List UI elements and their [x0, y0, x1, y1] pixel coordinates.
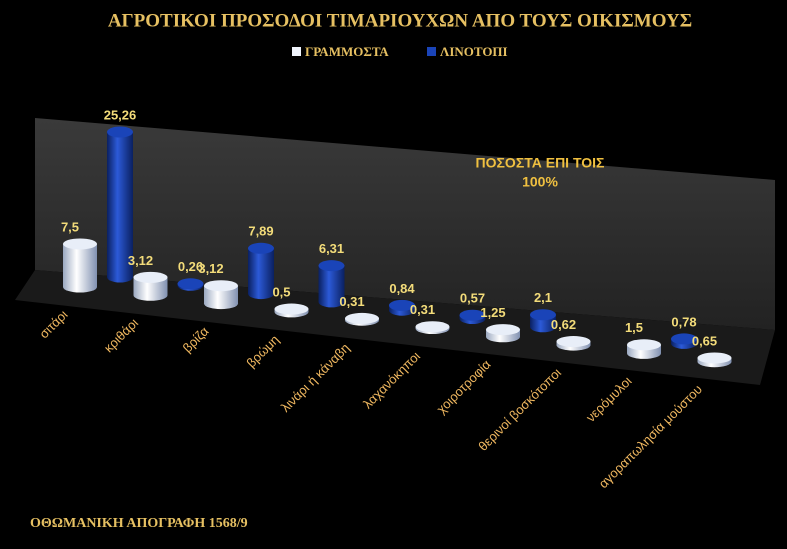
- cylinder: [274, 303, 309, 318]
- value-label: 0,78: [671, 314, 696, 329]
- cylinder-top: [177, 278, 204, 290]
- legend-swatch: [292, 47, 301, 56]
- value-label: 1,5: [625, 320, 643, 335]
- cylinder: [177, 278, 204, 291]
- cylinder: [530, 309, 556, 333]
- value-label: 0,84: [389, 281, 415, 296]
- chart-title: ΑΓΡΟΤΙΚΟΙ ΠΡΟΣΟΔΟΙ ΤΙΜΑΡΙΟΥΧΩΝ ΑΠΟ ΤΟΥΣ …: [108, 10, 692, 31]
- cylinder-top: [486, 324, 520, 336]
- cylinder: [204, 280, 238, 310]
- cylinder-top: [627, 339, 661, 351]
- cylinder-body: [318, 265, 345, 302]
- annotation: ΠΟΣΟΣΤΑ ΕΠΙ ΤΟΙΣ: [476, 155, 605, 171]
- cylinder-top: [248, 242, 274, 254]
- legend-label: ΓΡΑΜΜΟΣΤΑ: [305, 44, 389, 59]
- value-label: 25,26: [104, 107, 137, 122]
- cylinder-top: [530, 309, 556, 321]
- cylinder: [486, 324, 520, 343]
- value-label: 0,26: [178, 259, 203, 274]
- cylinder-top: [697, 352, 732, 364]
- value-label: 0,65: [692, 333, 717, 348]
- cylinder: [318, 260, 345, 308]
- value-label: 0,57: [460, 291, 485, 306]
- cylinder-body: [107, 132, 133, 277]
- cylinder: [627, 339, 661, 359]
- cylinder-top: [345, 312, 379, 324]
- cylinder-top: [204, 280, 238, 292]
- cylinder: [345, 312, 379, 326]
- cylinder: [389, 299, 415, 316]
- cylinder: [415, 321, 450, 334]
- cylinder-top: [133, 271, 168, 283]
- value-label: 0,62: [551, 317, 576, 332]
- cylinder: [671, 333, 697, 349]
- cylinder-top: [107, 126, 133, 138]
- cylinder: [697, 352, 732, 368]
- cylinder: [63, 238, 97, 293]
- value-label: 6,31: [319, 241, 344, 256]
- value-label: 3,12: [198, 261, 223, 276]
- cylinder-top: [274, 303, 309, 315]
- cylinder-top: [556, 336, 591, 348]
- value-label: 0,31: [339, 294, 364, 309]
- cylinder-top: [63, 238, 97, 250]
- back-wall: [35, 118, 775, 330]
- cylinder: [248, 242, 274, 300]
- cylinder-top: [389, 299, 415, 311]
- value-label: 7,89: [248, 224, 273, 239]
- cylinder: [107, 126, 133, 283]
- cylinder-top: [415, 321, 450, 333]
- value-label: 3,12: [128, 253, 153, 268]
- cylinder: [133, 271, 168, 301]
- legend-swatch: [427, 47, 436, 56]
- value-label: 0,5: [272, 284, 290, 299]
- cylinder: [459, 309, 486, 324]
- cylinder: [556, 336, 591, 351]
- cylinder-top: [671, 333, 697, 345]
- value-label: 7,5: [61, 219, 79, 234]
- value-label: 2,1: [534, 290, 552, 305]
- footer: ΟΘΩΜΑΝΙΚΗ ΑΠΟΓΡΑΦΗ 1568/9: [30, 516, 248, 531]
- cylinder-body: [63, 243, 97, 287]
- annotation: 100%: [522, 174, 558, 190]
- cylinder-body: [248, 248, 274, 294]
- value-label: 0,31: [410, 302, 435, 317]
- cylinder-top: [459, 309, 486, 321]
- cylinder-top: [318, 260, 345, 272]
- legend-label: ΛΙΝΟΤΟΠΙ: [440, 44, 508, 59]
- value-label: 1,25: [480, 305, 505, 320]
